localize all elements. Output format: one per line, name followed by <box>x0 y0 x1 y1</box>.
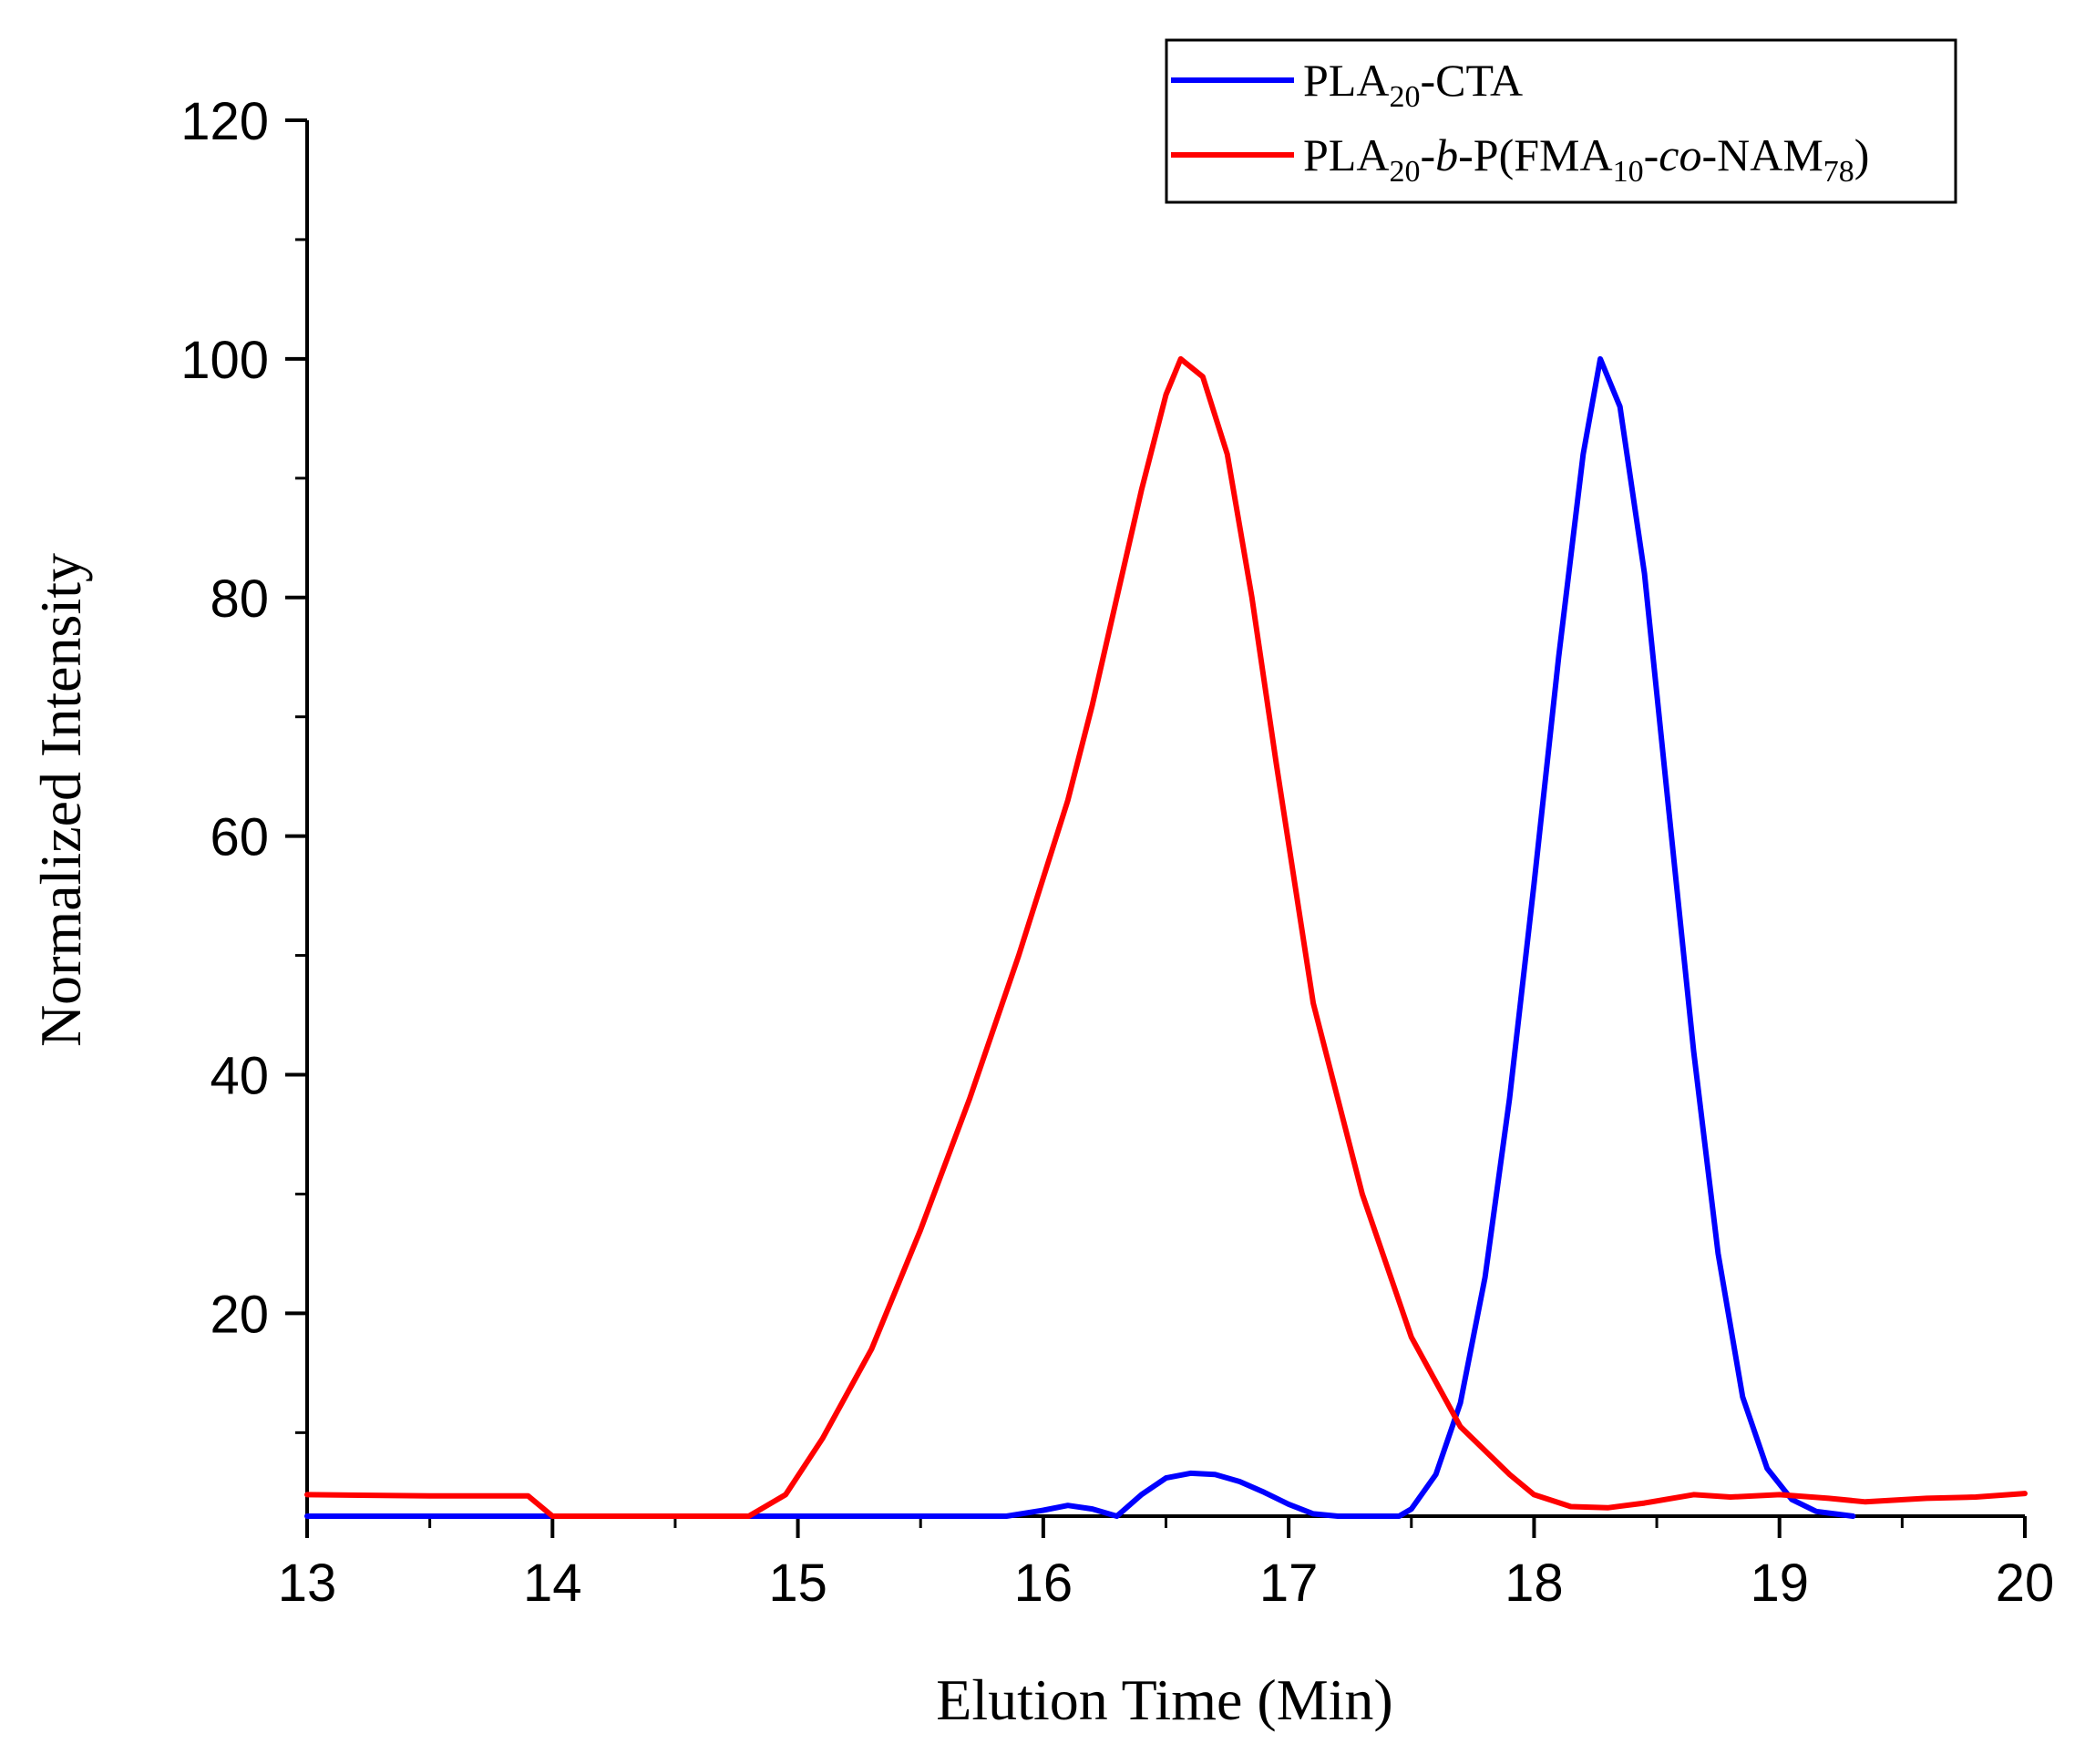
x-tick-label: 17 <box>1259 1554 1319 1613</box>
x-axis-title: Elution Time (Min) <box>936 1667 1392 1732</box>
series-line-1 <box>304 355 2028 1519</box>
x-tick-label: 16 <box>1014 1554 1073 1613</box>
y-tick-label: 80 <box>210 569 269 629</box>
legend-box <box>1165 38 1957 204</box>
series-line-0 <box>304 355 1856 1519</box>
y-tick-label: 20 <box>210 1285 269 1344</box>
y-tick-label: 120 <box>180 92 269 151</box>
ticks: 13 14 15 16 17 18 19 20 20 40 60 80 100 120 <box>180 92 2054 1613</box>
x-tick-label: 18 <box>1505 1554 1564 1613</box>
y-tick-label: 100 <box>180 331 269 390</box>
y-axis-title: Normalized Intensity <box>28 553 93 1047</box>
x-tick-label: 19 <box>1750 1554 1809 1613</box>
legend: PLA20-CTA PLA20-b-P(FMA10-co-NAM78) <box>1165 38 1957 204</box>
x-tick-label: 20 <box>1996 1554 2055 1613</box>
series-lines <box>304 355 2028 1519</box>
x-tick-label: 15 <box>768 1554 827 1613</box>
x-tick-label: 13 <box>278 1554 337 1613</box>
x-tick-label: 14 <box>523 1554 582 1613</box>
legend-entry-pla-cta: PLA20-CTA <box>1171 55 1523 114</box>
legend-label-pla-b-p-fma-co-nam: PLA20-b-P(FMA10-co-NAM78) <box>1303 129 1869 189</box>
legend-entry-pla-b-p-fma-co-nam: PLA20-b-P(FMA10-co-NAM78) <box>1171 129 1869 189</box>
y-tick-label: 40 <box>210 1047 269 1106</box>
legend-label-pla-cta: PLA20-CTA <box>1303 55 1523 114</box>
y-tick-label: 60 <box>210 808 269 867</box>
